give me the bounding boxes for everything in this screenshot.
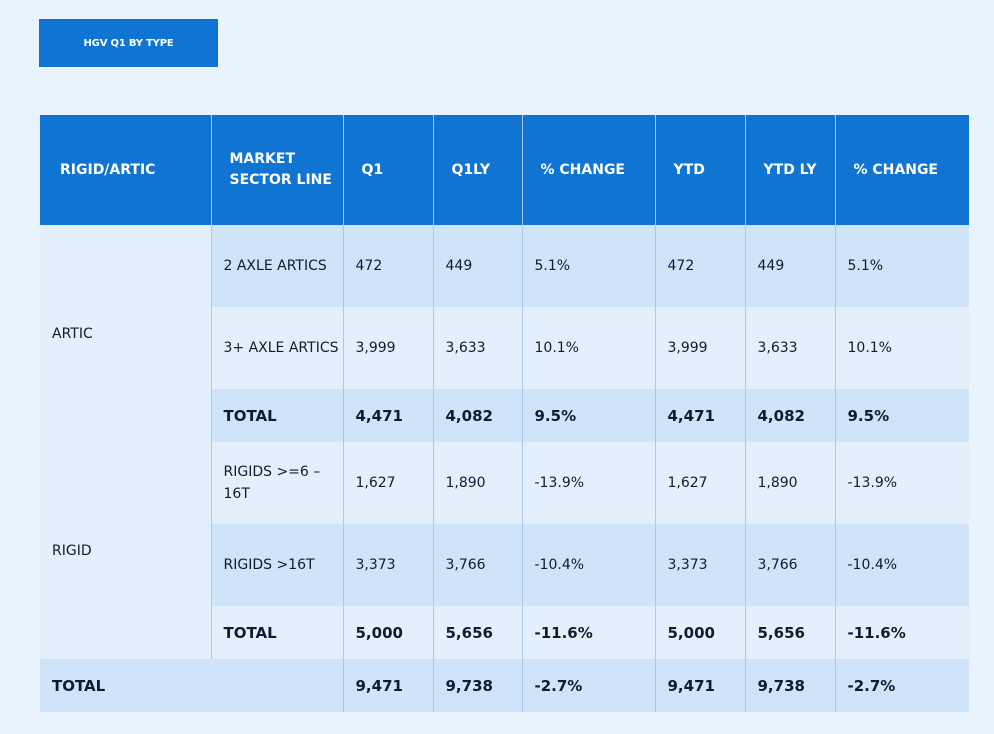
cell-ytd: 4,471 — [655, 389, 746, 442]
cell-q1ly: 3,633 — [433, 307, 523, 389]
cell-q1ly: 9,738 — [433, 659, 523, 712]
cell-pct-change-ytd: -10.4% — [835, 524, 969, 606]
cell-ytd-ly: 5,656 — [745, 606, 836, 659]
cell-pct-change: 5.1% — [522, 225, 656, 307]
header-pct-change-q1: % CHANGE — [522, 115, 656, 225]
cell-q1: 472 — [343, 225, 434, 307]
cell-pct-change: 9.5% — [522, 389, 656, 442]
cell-pct-change: -2.7% — [522, 659, 656, 712]
cell-pct-change: 10.1% — [522, 307, 656, 389]
cell-pct-change-ytd: 9.5% — [835, 389, 969, 442]
table-row: RIGIDS >16T 3,373 3,766 -10.4% 3,373 3,7… — [40, 524, 969, 606]
cell-ytd: 5,000 — [655, 606, 746, 659]
cell-pct-change-ytd: -11.6% — [835, 606, 969, 659]
table-row-grand-total: TOTAL 9,471 9,738 -2.7% 9,471 9,738 -2.7… — [40, 659, 969, 712]
header-rigid-artic: RIGID/ARTIC — [40, 115, 212, 225]
cell-q1ly: 3,766 — [433, 524, 523, 606]
cell-pct-change: -13.9% — [522, 442, 656, 524]
table-title-badge: HGV Q1 BY TYPE — [39, 19, 218, 67]
cell-q1: 1,627 — [343, 442, 434, 524]
cell-q1ly: 4,082 — [433, 389, 523, 442]
header-ytd: YTD — [655, 115, 746, 225]
cell-ytd-ly: 4,082 — [745, 389, 836, 442]
cell-line: TOTAL — [211, 606, 344, 659]
cell-q1ly: 1,890 — [433, 442, 523, 524]
cell-pct-change: -11.6% — [522, 606, 656, 659]
grand-total-label: TOTAL — [40, 659, 344, 712]
cell-ytd-ly: 9,738 — [745, 659, 836, 712]
cell-pct-change-ytd: 10.1% — [835, 307, 969, 389]
header-row: RIGID/ARTIC MARKET SECTOR LINE Q1 Q1LY %… — [40, 115, 969, 225]
cell-line: RIGIDS >16T — [211, 524, 344, 606]
header-q1ly: Q1LY — [433, 115, 523, 225]
cell-line: RIGIDS >=6 – 16T — [211, 442, 344, 524]
table-row-subtotal: TOTAL 4,471 4,082 9.5% 4,471 4,082 9.5% — [40, 389, 969, 442]
cell-q1: 3,999 — [343, 307, 434, 389]
hgv-data-table: RIGID/ARTIC MARKET SECTOR LINE Q1 Q1LY %… — [40, 115, 969, 712]
cell-q1: 5,000 — [343, 606, 434, 659]
cell-line: 2 AXLE ARTICS — [211, 225, 344, 307]
cell-q1ly: 5,656 — [433, 606, 523, 659]
header-ytd-ly: YTD LY — [745, 115, 836, 225]
cell-ytd: 9,471 — [655, 659, 746, 712]
cell-ytd-ly: 449 — [745, 225, 836, 307]
cell-pct-change: -10.4% — [522, 524, 656, 606]
header-pct-change-ytd: % CHANGE — [835, 115, 969, 225]
cell-pct-change-ytd: -2.7% — [835, 659, 969, 712]
header-q1: Q1 — [343, 115, 434, 225]
cell-ytd-ly: 3,766 — [745, 524, 836, 606]
table-row: RIGID RIGIDS >=6 – 16T 1,627 1,890 -13.9… — [40, 442, 969, 659]
cell-ytd: 472 — [655, 225, 746, 307]
cell-ytd-ly: 3,633 — [745, 307, 836, 389]
cell-ytd: 3,373 — [655, 524, 746, 606]
cell-line: TOTAL — [211, 389, 344, 442]
table-row: 3+ AXLE ARTICS 3,999 3,633 10.1% 3,999 3… — [40, 307, 969, 389]
group-label-rigid: RIGID — [40, 442, 212, 659]
table-row: ARTIC 2 AXLE ARTICS 472 449 5.1% 472 449… — [40, 225, 969, 442]
cell-pct-change-ytd: -13.9% — [835, 442, 969, 524]
cell-q1: 9,471 — [343, 659, 434, 712]
cell-ytd-ly: 1,890 — [745, 442, 836, 524]
cell-pct-change-ytd: 5.1% — [835, 225, 969, 307]
cell-line: 3+ AXLE ARTICS — [211, 307, 344, 389]
cell-ytd: 1,627 — [655, 442, 746, 524]
header-market-sector-line: MARKET SECTOR LINE — [211, 115, 344, 225]
group-label-artic: ARTIC — [40, 225, 212, 442]
cell-ytd: 3,999 — [655, 307, 746, 389]
cell-q1: 4,471 — [343, 389, 434, 442]
cell-q1ly: 449 — [433, 225, 523, 307]
table-row-subtotal: TOTAL 5,000 5,656 -11.6% 5,000 5,656 -11… — [40, 606, 969, 659]
cell-q1: 3,373 — [343, 524, 434, 606]
